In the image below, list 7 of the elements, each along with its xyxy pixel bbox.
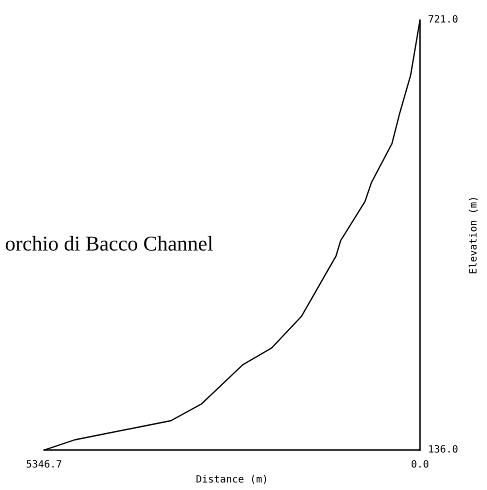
x-tick-label: 0.0: [410, 460, 430, 471]
x-axis-title: Distance (m): [196, 474, 268, 486]
y-tick-label: 136.0: [428, 444, 458, 456]
x-tick-label: 5346.7: [26, 460, 62, 471]
y-tick-label: 721.0: [428, 14, 458, 26]
y-axis-title: Elevation (m): [468, 196, 480, 274]
text: orchio di Bacco Channel: [5, 232, 214, 256]
